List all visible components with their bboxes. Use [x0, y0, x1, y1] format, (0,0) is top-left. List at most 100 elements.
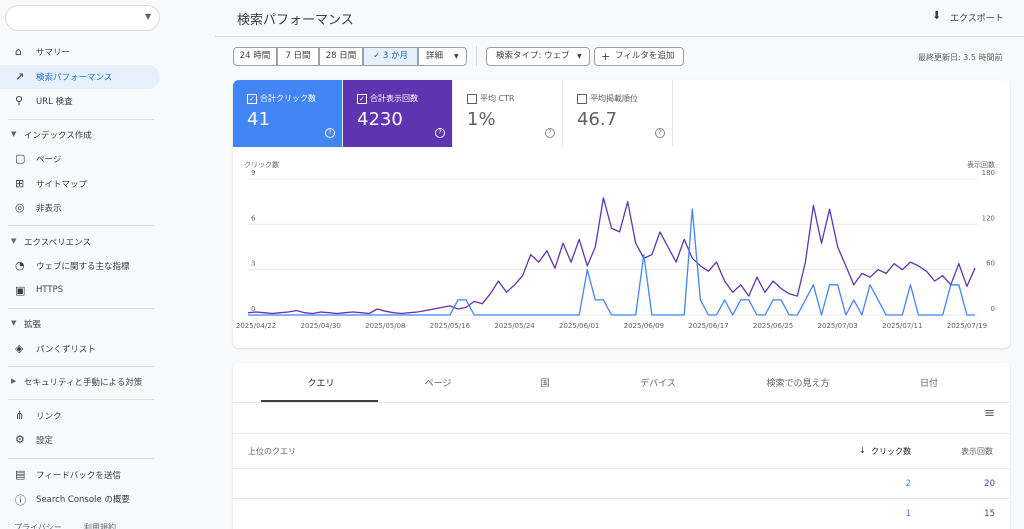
metric-card[interactable]: ✓ 合計表示回数 4230?	[343, 80, 453, 147]
last-updated: 最終更新日: 3.5 時間前	[918, 53, 1003, 62]
metric-value: 41	[247, 109, 270, 130]
nav-item[interactable]: URL 検査	[36, 97, 73, 107]
footer-link[interactable]: プライバシー	[14, 523, 62, 529]
x-tick-label: 2025/06/01	[559, 322, 599, 330]
x-tick-label: 2025/07/19	[947, 322, 987, 330]
nav-divider	[8, 119, 154, 120]
tab[interactable]: 国	[540, 379, 550, 389]
nav-section[interactable]: セキュリティと手動による対策	[24, 378, 143, 388]
tab[interactable]: デバイス	[640, 379, 676, 389]
nav-item[interactable]: フィードバックを送信	[36, 471, 121, 481]
column-header[interactable]: クリック数	[871, 447, 911, 456]
nav-item[interactable]: ウェブに関する主な指標	[36, 262, 130, 272]
export-button[interactable]: エクスポート	[950, 14, 1004, 24]
y-tick-label: 6	[251, 214, 256, 222]
nav-section[interactable]: インデックス作成	[24, 131, 92, 141]
column-header: 上位のクエリ	[248, 447, 296, 456]
range-button[interactable]: 28 日間	[319, 47, 363, 66]
nav-divider	[8, 458, 154, 459]
metric-value: 46.7	[577, 109, 618, 130]
tab[interactable]: 日付	[919, 379, 938, 389]
metric-label: 合計表示回数	[370, 94, 418, 103]
nav-item[interactable]: 非表示	[36, 204, 62, 214]
nav-item[interactable]: パンくずリスト	[36, 345, 96, 355]
x-tick-label: 2025/04/30	[301, 322, 341, 330]
x-tick-label: 2025/05/24	[494, 322, 535, 330]
nav-item[interactable]: 設定	[36, 436, 54, 446]
metric-card[interactable]: 平均 CTR 1%?	[453, 80, 563, 147]
table-cell: 2	[905, 479, 911, 489]
nav-section[interactable]: エクスペリエンス	[24, 238, 91, 248]
nav-item[interactable]: 検索パフォーマンス	[36, 73, 113, 83]
nav-icon: ▢	[15, 152, 26, 165]
nav-caret: ▶	[11, 377, 17, 385]
range-label: 3 か月	[382, 51, 408, 61]
nav-item[interactable]: サマリー	[36, 48, 71, 58]
x-tick-label: 2025/07/03	[817, 322, 857, 330]
y2-axis-title: 表示回数	[967, 160, 995, 169]
nav-divider	[8, 399, 154, 400]
metric-value: 4230	[357, 109, 403, 130]
nav-icon: ▤	[15, 468, 26, 481]
export-icon[interactable]: ⬇	[932, 9, 942, 22]
nav-icon: ◔	[15, 259, 25, 272]
nav-selected	[0, 65, 160, 89]
nav-item[interactable]: HTTPS	[36, 285, 64, 295]
help-icon: ?	[435, 128, 445, 138]
x-tick-label: 2025/06/09	[624, 322, 664, 330]
column-header[interactable]: 表示回数	[961, 447, 993, 456]
tab[interactable]: 検索での見え方	[766, 379, 830, 389]
nav-icon: ⓘ	[15, 494, 26, 507]
y-axis-title: クリック数	[244, 160, 279, 169]
range-label: 24 時間	[239, 51, 271, 61]
nav-item[interactable]: Search Console の概要	[36, 495, 130, 505]
filter-divider	[476, 46, 477, 66]
nav-divider	[8, 308, 154, 309]
caret: ▼	[454, 53, 459, 60]
nav-icon: ⚙	[15, 433, 25, 446]
nav-icon: ↗	[15, 70, 25, 83]
x-tick-label: 2025/05/08	[365, 322, 405, 330]
x-tick-label: 2025/04/22	[236, 322, 276, 330]
range-button[interactable]: ✓ 3 か月	[363, 47, 418, 66]
metric-label: 平均掲載順位	[590, 94, 638, 103]
row-divider	[233, 468, 1010, 469]
nav-item[interactable]: ページ	[36, 155, 62, 165]
metric-label: 平均 CTR	[480, 94, 515, 103]
metric-card[interactable]: 平均掲載順位 46.7?	[563, 80, 673, 147]
header-divider	[215, 36, 1024, 37]
range-button[interactable]: 24 時間	[233, 47, 277, 66]
page-title: 検索パフォーマンス	[237, 13, 354, 28]
plus: +	[601, 50, 611, 63]
add-filter[interactable]: フィルタを追加 +	[594, 47, 684, 66]
range-label: 7 日間	[285, 51, 311, 61]
nav-section[interactable]: 拡張	[24, 320, 42, 330]
help-icon: ?	[325, 128, 335, 138]
range-label: 28 日間	[325, 51, 357, 61]
property-selector[interactable]: ▼	[5, 5, 160, 31]
footer-link[interactable]: 利用規約	[84, 523, 116, 529]
nav-icon: ▣	[15, 284, 26, 297]
checkbox	[467, 94, 477, 104]
filter-icon[interactable]: ≡	[984, 406, 995, 421]
dropdown-caret: ▼	[145, 12, 152, 21]
y2-tick-label: 0	[991, 305, 995, 313]
help-icon: ?	[655, 128, 665, 138]
search-type[interactable]: 検索タイプ: ウェブ ▼	[486, 47, 590, 66]
tab[interactable]: クエリ	[307, 379, 335, 389]
y-tick-label: 3	[251, 260, 255, 268]
x-tick-label: 2025/06/25	[753, 322, 793, 330]
series-line	[248, 208, 975, 316]
nav-caret: ▼	[11, 319, 17, 327]
more-button[interactable]: 詳細 ▼	[418, 47, 467, 66]
row-divider	[233, 433, 1010, 434]
help-icon: ?	[545, 128, 555, 138]
nav-item[interactable]: リンク	[36, 412, 62, 422]
metric-card[interactable]: ✓ 合計クリック数 41?	[233, 80, 343, 147]
range-button[interactable]: 7 日間	[277, 47, 319, 66]
table-cell: 20	[984, 479, 995, 489]
tab[interactable]: ページ	[424, 379, 452, 389]
nav-item[interactable]: サイトマップ	[36, 180, 88, 190]
row-divider	[233, 498, 1010, 499]
